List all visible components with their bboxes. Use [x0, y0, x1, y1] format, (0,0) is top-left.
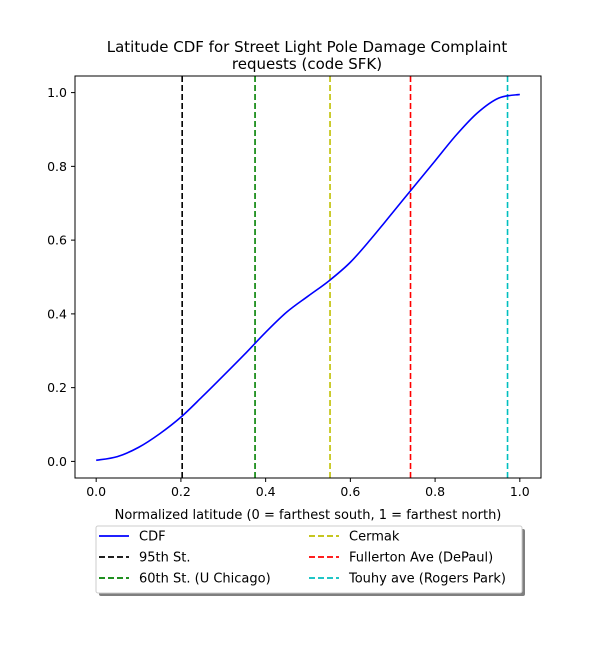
y-axis: 0.0 0.2 0.4 0.6 0.8 1.0	[47, 85, 75, 469]
legend-items: CDF 95th St. 60th St. (U Chicago) Cermak Ful…	[99, 530, 506, 587]
x-tick-label-1: 0.2	[171, 484, 191, 499]
series-line-0	[96, 93, 520, 462]
y-tick-label-1: 0.2	[47, 380, 67, 395]
y-tick-label-5: 1.0	[47, 85, 67, 100]
x-tick-label-0: 0.0	[86, 484, 106, 499]
x-tick-label-5: 1.0	[510, 484, 530, 499]
reference-lines	[181, 76, 509, 478]
legend-label-0: CDF	[139, 530, 166, 545]
legend-label-5: Touhy ave (Rogers Park)	[348, 572, 506, 587]
legend-label-4: Fullerton Ave (DePaul)	[349, 551, 493, 566]
series-group	[96, 93, 520, 462]
legend-label-3: Cermak	[349, 530, 400, 545]
x-axis-label: Normalized latitude (0 = farthest south,…	[115, 508, 502, 523]
chart-title-line-1: Latitude CDF for Street Light Pole Damag…	[107, 38, 508, 56]
y-tick-label-4: 0.8	[47, 159, 67, 174]
x-axis: 0.0 0.2 0.4 0.6 0.8 1.0	[86, 478, 530, 499]
plot-frame	[74, 75, 542, 479]
legend: CDF 95th St. 60th St. (U Chicago) Cermak Ful…	[95, 525, 525, 596]
legend-box	[95, 525, 523, 594]
x-tick-label-4: 0.8	[425, 484, 445, 499]
legend-label-2: 60th St. (U Chicago)	[139, 572, 271, 587]
y-tick-label-2: 0.4	[47, 306, 67, 321]
legend-label-1: 95th St.	[139, 551, 191, 566]
y-tick-label-3: 0.6	[47, 233, 67, 248]
x-tick-label-3: 0.6	[340, 484, 360, 499]
x-tick-label-2: 0.4	[256, 484, 276, 499]
y-tick-label-0: 0.0	[47, 454, 67, 469]
chart-title-line-2: requests (code SFK)	[232, 55, 382, 73]
